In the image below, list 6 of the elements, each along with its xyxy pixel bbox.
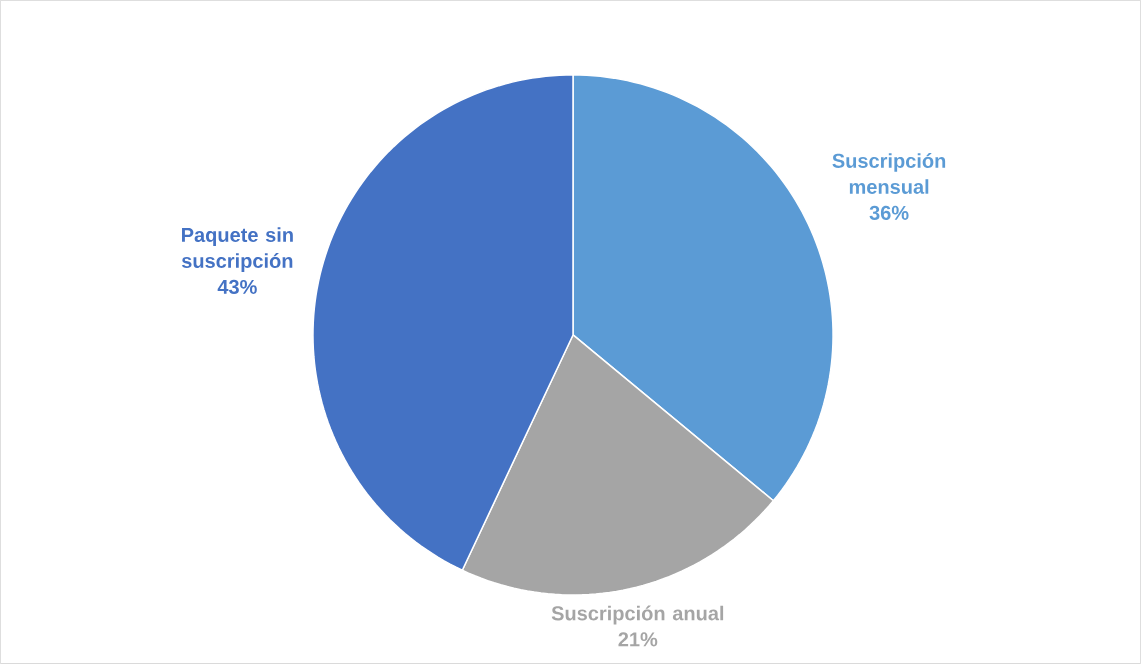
- data-label: 43%: [217, 279, 257, 295]
- slice-label: Suscripción anual: [551, 605, 724, 625]
- slice-label: Paquete sin suscripción: [181, 227, 293, 272]
- data-label: 21%: [618, 632, 658, 647]
- data-label: 36%: [869, 205, 909, 220]
- slice-label: Suscripción mensual: [832, 153, 946, 194]
